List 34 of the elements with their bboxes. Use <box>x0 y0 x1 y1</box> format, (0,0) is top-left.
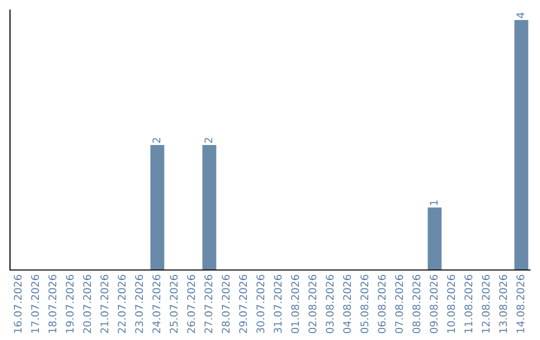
x-tick-label: 11.08.2026 <box>464 274 472 333</box>
data-label: 2 <box>204 138 212 143</box>
x-tick-label: 09.08.2026 <box>430 274 438 334</box>
x-tick-label: 25.07.2026 <box>170 274 178 334</box>
x-tick-label: 26.07.2026 <box>187 274 196 334</box>
x-tick-label: 24.07.2026 <box>152 274 160 334</box>
x-tick-label: 01.08.2026 <box>291 274 300 334</box>
data-label: 4 <box>516 12 524 18</box>
data-label: 2 <box>152 138 160 143</box>
x-tick-label: 19.07.2026 <box>66 274 74 333</box>
x-tick-label: 20.07.2026 <box>83 274 92 334</box>
x-tick-label: 29.07.2026 <box>239 274 248 334</box>
x-tick-label: 13.08.2026 <box>499 274 508 333</box>
x-tick-label: 17.07.2026 <box>31 274 40 333</box>
x-tick-label: 16.07.2026 <box>14 274 22 333</box>
x-tick-label: 31.07.2026 <box>274 274 282 334</box>
x-tick-label: 28.07.2026 <box>222 274 230 334</box>
x-tick-label: 23.07.2026 <box>135 274 144 334</box>
x-tick-label: 21.07.2026 <box>100 274 108 334</box>
x-tick-label: 05.08.2026 <box>360 274 368 334</box>
x-tick-label: 27.07.2026 <box>204 274 212 334</box>
x-tick-label: 30.07.2026 <box>256 274 264 334</box>
x-tick-label: 07.08.2026 <box>395 274 404 334</box>
x-tick-label: 06.08.2026 <box>378 274 386 334</box>
x-tick-label: 22.07.2026 <box>118 274 126 334</box>
x-tick-label: 08.08.2026 <box>412 274 420 334</box>
x-tick-label: 12.08.2026 <box>482 274 490 333</box>
x-tick-label: 03.08.2026 <box>326 274 334 334</box>
x-tick-label: 04.08.2026 <box>343 274 352 334</box>
x-tick-label: 02.08.2026 <box>308 274 316 334</box>
x-tick-label: 10.08.2026 <box>447 274 456 333</box>
data-label: 1 <box>430 200 438 205</box>
x-tick-label: 18.07.2026 <box>48 274 56 333</box>
x-tick-label: 14.08.2026 <box>516 274 524 333</box>
